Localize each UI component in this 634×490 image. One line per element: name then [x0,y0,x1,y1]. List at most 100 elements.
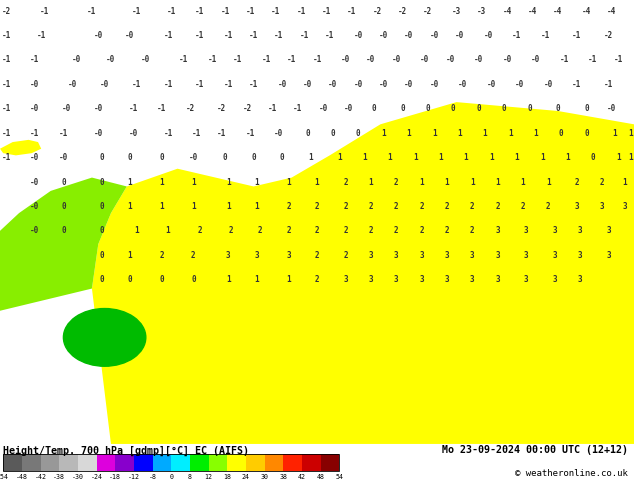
Text: -1: -1 [541,31,550,40]
Bar [321,454,339,471]
Text: 2: 2 [419,202,424,211]
Text: -0: -0 [278,80,287,89]
Text: 2: 2 [394,202,399,211]
Text: -0: -0 [404,31,413,40]
Text: 1: 1 [457,129,462,138]
Text: -0: -0 [68,80,77,89]
Text: 0: 0 [584,104,589,113]
Text: -0: -0 [72,55,81,64]
Text: 1: 1 [616,153,621,162]
Text: 2: 2 [314,226,320,235]
Text: -0: -0 [62,104,71,113]
Polygon shape [92,102,634,444]
Text: 1: 1 [314,177,320,187]
Text: 1: 1 [612,129,618,138]
Text: -4: -4 [582,6,591,16]
Text: 3: 3 [552,275,557,284]
Text: 3: 3 [470,251,475,260]
Text: -0: -0 [354,31,363,40]
Text: -2: -2 [186,104,195,113]
Bar [302,454,321,471]
Text: 1: 1 [406,129,411,138]
Text: -0: -0 [420,55,429,64]
Bar [41,454,59,471]
Text: 0: 0 [330,129,335,138]
Text: 0: 0 [305,129,310,138]
Text: -0: -0 [341,55,350,64]
Text: 0: 0 [590,153,595,162]
Text: 0: 0 [372,104,377,113]
Text: 0: 0 [280,153,285,162]
Text: -0: -0 [126,31,134,40]
Text: 24: 24 [242,474,250,480]
Text: -1: -1 [614,55,623,64]
Text: -1: -1 [224,80,233,89]
Text: -2: -2 [2,6,11,16]
Text: 2: 2 [197,226,202,235]
Text: -18: -18 [109,474,121,480]
Text: 0: 0 [425,104,430,113]
Bar [246,454,264,471]
Text: 3: 3 [622,202,627,211]
Text: 3: 3 [552,251,557,260]
Text: -30: -30 [72,474,84,480]
Text: -1: -1 [224,31,233,40]
Text: 3: 3 [368,275,373,284]
Text: 38: 38 [279,474,287,480]
Text: 1: 1 [159,202,164,211]
Text: 2: 2 [343,251,348,260]
Text: 1: 1 [540,153,545,162]
Text: -1: -1 [30,129,39,138]
Text: -1: -1 [233,55,242,64]
Text: -1: -1 [268,104,277,113]
Text: -0: -0 [379,80,388,89]
Bar [209,454,227,471]
Text: -54: -54 [0,474,9,480]
Text: 0: 0 [159,153,164,162]
Text: -2: -2 [604,31,613,40]
Text: 1: 1 [533,129,538,138]
Text: -0: -0 [379,31,388,40]
Text: -0: -0 [94,129,103,138]
Text: 0: 0 [61,177,66,187]
Text: 2: 2 [286,202,291,211]
Text: 0: 0 [400,104,405,113]
Text: 3: 3 [578,275,583,284]
Text: -0: -0 [59,153,68,162]
Text: -0: -0 [100,80,109,89]
Text: 0: 0 [99,177,104,187]
Text: Height/Temp. 700 hPa [gdmp][°C] EC (AIFS): Height/Temp. 700 hPa [gdmp][°C] EC (AIFS… [3,445,249,456]
Text: 1: 1 [489,153,494,162]
Text: 1: 1 [514,153,519,162]
Text: 1: 1 [286,177,291,187]
Text: -2: -2 [398,6,407,16]
Text: -8: -8 [148,474,157,480]
Text: -1: -1 [300,31,309,40]
Text: 1: 1 [226,275,231,284]
Text: 1: 1 [254,202,259,211]
Text: -0: -0 [303,80,312,89]
Text: 3: 3 [444,251,450,260]
Text: 3: 3 [524,226,529,235]
Text: -1: -1 [275,31,283,40]
Text: -0: -0 [366,55,375,64]
Text: 2: 2 [394,226,399,235]
Text: 2: 2 [191,251,196,260]
Text: -0: -0 [189,153,198,162]
Text: -4: -4 [503,6,512,16]
Text: 2: 2 [229,226,234,235]
Text: 3: 3 [578,226,583,235]
Bar [190,454,209,471]
Text: 1: 1 [628,129,633,138]
Text: -0: -0 [344,104,353,113]
Text: -1: -1 [132,6,141,16]
Text: 3: 3 [444,275,450,284]
Text: 0: 0 [555,104,560,113]
Text: 1: 1 [432,129,437,138]
Text: -1: -1 [271,6,280,16]
Bar [153,454,171,471]
Text: 2: 2 [419,226,424,235]
Text: 3: 3 [286,251,291,260]
Text: 0: 0 [527,104,532,113]
Text: 2: 2 [521,202,526,211]
